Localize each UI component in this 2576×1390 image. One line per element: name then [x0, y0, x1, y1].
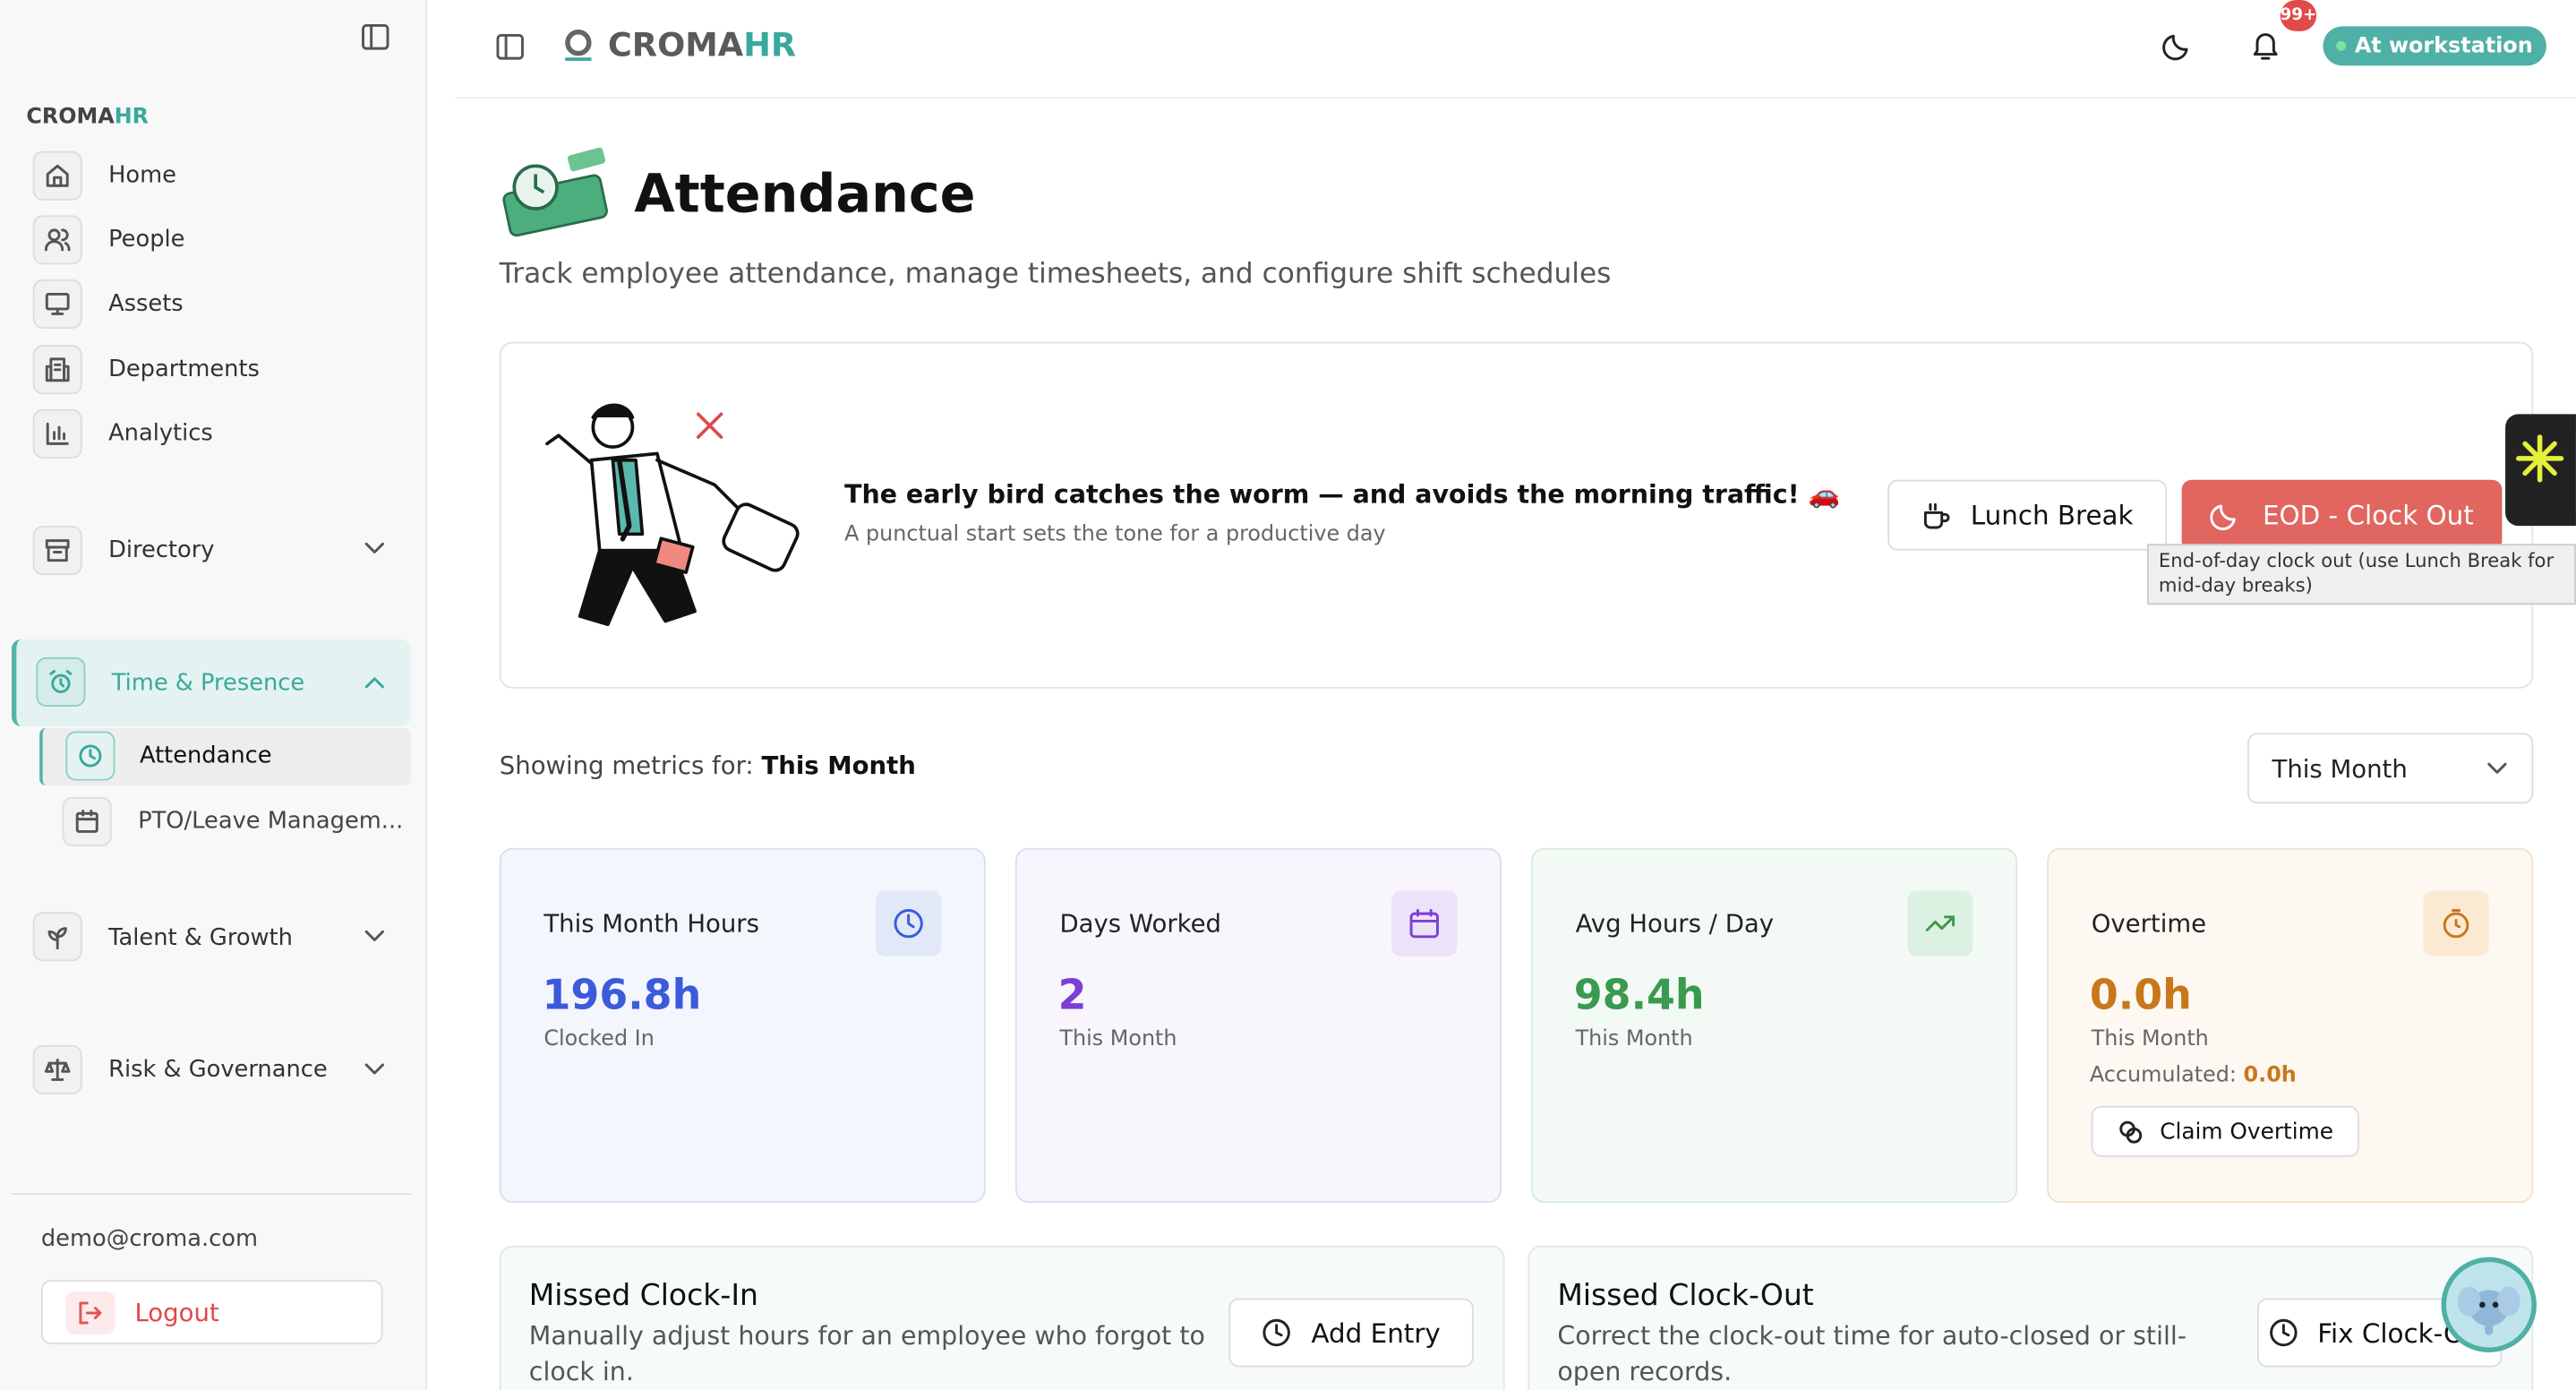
status-dot — [2336, 40, 2347, 51]
lunch-break-label: Lunch Break — [1970, 499, 2134, 531]
sidebar-toggle[interactable] — [496, 33, 524, 61]
metric-title: Days Worked — [1059, 908, 1222, 939]
action-description: Correct the clock-out time for auto-clos… — [1557, 1321, 2187, 1387]
group-icon — [32, 526, 82, 576]
metric-title: Avg Hours / Day — [1575, 908, 1775, 939]
metrics-label: Showing metrics for: — [499, 751, 754, 781]
divider — [11, 1193, 413, 1195]
nav-item[interactable]: People — [108, 227, 185, 253]
nav-icon — [32, 408, 82, 459]
nav-group[interactable]: Time & Presence — [111, 670, 305, 697]
banner-quote: The early bird catches the worm — and av… — [844, 479, 1840, 510]
topbar-border — [455, 97, 2576, 99]
accumulated-value: 0.0h — [2243, 1063, 2297, 1088]
period-select[interactable]: This Month — [2247, 733, 2534, 804]
metric-caption: This Month — [1575, 1026, 1693, 1052]
top-brand-text: CROMA — [607, 24, 744, 64]
nav-item[interactable]: Departments — [108, 356, 260, 383]
action-button-label: Add Entry — [1311, 1317, 1441, 1349]
metrics-period: This Month — [761, 751, 916, 781]
banner-illustration — [545, 403, 800, 627]
page-title: Attendance — [634, 162, 976, 226]
group-icon — [36, 656, 86, 707]
logout-icon — [65, 1291, 116, 1334]
action-title: Missed Clock-In — [528, 1278, 758, 1314]
page-subtitle: Track employee attendance, manage timesh… — [499, 258, 1612, 291]
status-pill[interactable]: At workstation — [2323, 26, 2546, 66]
logo-mark — [565, 30, 592, 61]
metric-title: This Month Hours — [543, 908, 759, 939]
metric-caption: Clocked In — [543, 1026, 655, 1052]
status-label: At workstation — [2354, 33, 2533, 59]
lunch-break-button[interactable]: Lunch Break — [1887, 479, 2168, 551]
claim-overtime-button[interactable]: Claim Overtime — [2091, 1105, 2359, 1157]
metric-icon — [1391, 890, 1458, 957]
brand-text: CROMA — [26, 105, 115, 130]
metric-caption: This Month — [2091, 1026, 2209, 1052]
nav-icon — [32, 215, 82, 265]
metric-title: Overtime — [2091, 908, 2207, 939]
metrics-heading: Showing metrics for: This Month — [500, 751, 916, 781]
nav-group[interactable]: Risk & Governance — [108, 1056, 328, 1084]
nav-sub-item[interactable]: Attendance — [139, 742, 272, 769]
nav-icon — [32, 279, 82, 329]
metric-value: 2 — [1057, 971, 1087, 1019]
brand: CROMAHR — [26, 105, 149, 130]
accumulated-label: Accumulated: — [2089, 1063, 2237, 1088]
clock-out-button[interactable]: EOD - Clock Out — [2181, 479, 2503, 551]
nav-item[interactable]: Assets — [108, 290, 184, 318]
group-icon — [32, 912, 82, 962]
banner-subtext: A punctual start sets the tone for a pro… — [844, 522, 1386, 547]
brand-accent: HR — [114, 105, 150, 130]
user-email: demo@croma.com — [40, 1225, 259, 1253]
chevron — [364, 677, 384, 689]
action-title: Missed Clock-Out — [1557, 1278, 1814, 1314]
sub-icon — [65, 731, 116, 781]
top-brand-accent: HR — [743, 24, 797, 64]
claim-overtime-label: Claim Overtime — [2160, 1118, 2333, 1145]
nav-item[interactable]: Home — [108, 162, 176, 190]
notifications[interactable] — [2251, 30, 2281, 61]
metric-value: 0.0h — [2089, 971, 2192, 1019]
chevron — [364, 1063, 384, 1075]
metric-value: 196.8h — [542, 971, 702, 1019]
header-illustration — [502, 147, 608, 237]
metric-caption: This Month — [1059, 1026, 1177, 1052]
theme-toggle[interactable] — [2162, 31, 2192, 61]
nav-icon — [32, 345, 82, 395]
sidebar: CROMAHR Home People Assets Departments A… — [0, 0, 428, 1390]
nav-sub-item[interactable]: PTO/Leave Managem... — [138, 808, 404, 836]
nav-item[interactable]: Analytics — [108, 420, 213, 448]
action-button[interactable]: Add Entry — [1228, 1298, 1474, 1368]
group-icon — [32, 1044, 82, 1094]
accumulated: Accumulated: 0.0h — [2090, 1063, 2297, 1088]
nav-group[interactable]: Directory — [108, 536, 215, 564]
nav-group[interactable]: Talent & Growth — [108, 924, 293, 952]
top-brand: CROMAHR — [608, 25, 796, 64]
period-select-value: This Month — [2272, 753, 2408, 784]
logout-button[interactable]: Logout — [40, 1280, 383, 1344]
metric-icon — [875, 890, 942, 957]
sidebar-toggle[interactable] — [362, 23, 389, 51]
action-description: Manually adjust hours for an employee wh… — [528, 1321, 1205, 1387]
notification-badge: 99+ — [2280, 0, 2316, 31]
metric-icon — [1907, 890, 1973, 957]
chevron — [364, 930, 384, 941]
sub-icon — [62, 796, 112, 846]
metric-icon — [2423, 890, 2489, 957]
clock-out-label: EOD - Clock Out — [2262, 499, 2474, 531]
metric-value: 98.4h — [1573, 971, 1705, 1019]
floating-widget[interactable] — [2505, 414, 2576, 527]
nav-icon — [32, 150, 82, 201]
tooltip: End-of-day clock out (use Lunch Break fo… — [2147, 544, 2576, 605]
chevron — [364, 542, 384, 553]
assistant-avatar[interactable] — [2441, 1257, 2537, 1353]
logout-label: Logout — [134, 1297, 219, 1327]
